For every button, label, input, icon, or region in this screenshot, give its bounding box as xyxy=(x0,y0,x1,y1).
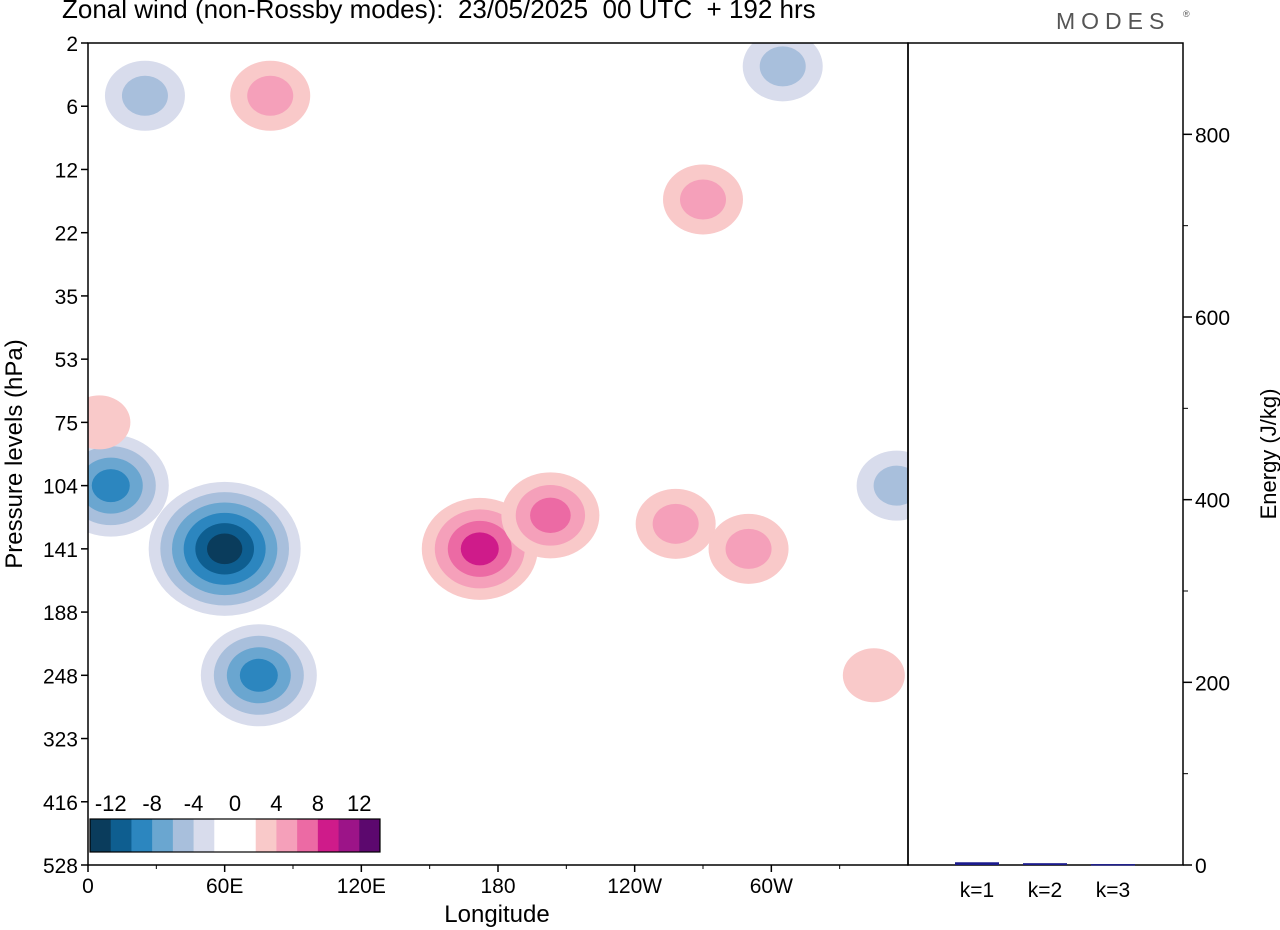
energy-axes: 0 200 400 600 800 xyxy=(1183,124,1230,878)
energy-tick-label-200: 200 xyxy=(1195,672,1230,695)
colorbar-segment-5 xyxy=(193,819,215,852)
wind-contour-2-4 xyxy=(91,469,130,503)
y-tick-label-6: 6 xyxy=(66,96,78,119)
colorbar-segment-10 xyxy=(297,819,319,852)
energy-frame xyxy=(907,42,1184,866)
y-tick-label-141: 141 xyxy=(43,539,78,562)
x-tick-label-60E: 60E xyxy=(206,875,243,898)
colorbar-segment-9 xyxy=(276,819,298,852)
x-axis-label: Longitude xyxy=(444,901,549,928)
x-tick-label-120E: 120E xyxy=(337,875,386,898)
colorbar-label--8: -8 xyxy=(142,791,162,816)
energy-tick-label-0: 0 xyxy=(1195,855,1207,878)
colorbar-segment-12 xyxy=(338,819,360,852)
y-tick-label-416: 416 xyxy=(43,792,78,815)
colorbar-frame xyxy=(89,818,381,853)
colorbar-label--4: -4 xyxy=(184,791,204,816)
wind-contour-1-4 xyxy=(239,658,278,692)
modes-logo: MODES xyxy=(1056,8,1171,34)
x-tick-label-0: 0 xyxy=(82,875,94,898)
y-axis-label: Pressure levels (hPa) xyxy=(1,339,28,568)
y-tick-label-53: 53 xyxy=(55,349,78,372)
y-tick-label-528: 528 xyxy=(43,855,78,878)
y-tick-label-22: 22 xyxy=(55,223,78,246)
wind-contour-9-2 xyxy=(725,528,772,569)
chart-title: Zonal wind (non-Rossby modes): 23/05/202… xyxy=(62,0,816,24)
wind-contour-6-4 xyxy=(460,532,499,566)
y-tick-label-188: 188 xyxy=(43,602,78,625)
colorbar-segment-3 xyxy=(152,819,174,852)
x-tick-label-60W: 60W xyxy=(750,875,793,898)
energy-tick-label-400: 400 xyxy=(1195,490,1230,513)
wind-contour-12-1 xyxy=(88,395,131,450)
colorbar-segment-1 xyxy=(110,819,132,852)
colorbar-segment-4 xyxy=(172,819,195,852)
colorbar-segment-6 xyxy=(214,819,236,852)
wind-contour-5-2 xyxy=(873,465,908,506)
wind-contour-0-6 xyxy=(207,533,243,565)
energy-bars: k=1 k=2 k=3 xyxy=(955,862,1135,902)
registered-mark: ® xyxy=(1183,9,1190,19)
wind-contour-3-2 xyxy=(121,75,168,116)
energy-bar-k=1 xyxy=(955,862,999,865)
x-tick-label-180: 180 xyxy=(480,875,515,898)
colorbar-segment-13 xyxy=(359,819,381,852)
energy-bar-k=3 xyxy=(1091,864,1135,866)
y-tick-label-248: 248 xyxy=(43,665,78,688)
colorbar-label-8: 8 xyxy=(312,791,324,816)
energy-bar-label-k=2: k=2 xyxy=(1028,879,1062,902)
colorbar: -12 -8 -4 0 4 8 12 xyxy=(89,791,381,853)
energy-bar-label-k=1: k=1 xyxy=(960,879,994,902)
colorbar-segment-11 xyxy=(317,819,340,852)
colorbar-label-0: 0 xyxy=(229,791,241,816)
energy-bar-k=2 xyxy=(1023,863,1067,865)
y-tick-label-323: 323 xyxy=(43,729,78,752)
wind-contour-11-2 xyxy=(247,75,294,116)
x-tick-label-120W: 120W xyxy=(607,875,662,898)
colorbar-label-12: 12 xyxy=(347,791,371,816)
wind-contour-4-2 xyxy=(759,46,806,87)
colorbar-segment-0 xyxy=(90,819,112,852)
energy-tick-label-800: 800 xyxy=(1195,124,1230,147)
energy-bar-label-k=3: k=3 xyxy=(1096,879,1130,902)
energy-tick-label-600: 600 xyxy=(1195,307,1230,330)
wind-contour-8-2 xyxy=(652,503,699,544)
colorbar-label-4: 4 xyxy=(270,791,282,816)
wind-contour-7-3 xyxy=(530,497,571,534)
wind-contour-10-2 xyxy=(680,179,726,220)
y-tick-label-35: 35 xyxy=(55,286,78,309)
y-tick-label-75: 75 xyxy=(55,412,78,435)
y-tick-label-2: 2 xyxy=(66,33,78,56)
y-tick-label-104: 104 xyxy=(43,476,78,499)
colorbar-segment-7 xyxy=(235,819,257,852)
colorbar-segment-2 xyxy=(131,819,153,852)
colorbar-segment-8 xyxy=(255,819,277,852)
energy-axis-label: Energy (J/kg) xyxy=(1256,389,1280,520)
y-tick-label-12: 12 xyxy=(55,159,78,182)
wind-contour-13-1 xyxy=(842,648,905,703)
heatmap-frame xyxy=(87,42,909,866)
wind-field xyxy=(88,43,908,727)
colorbar-label--12: -12 xyxy=(95,791,127,816)
